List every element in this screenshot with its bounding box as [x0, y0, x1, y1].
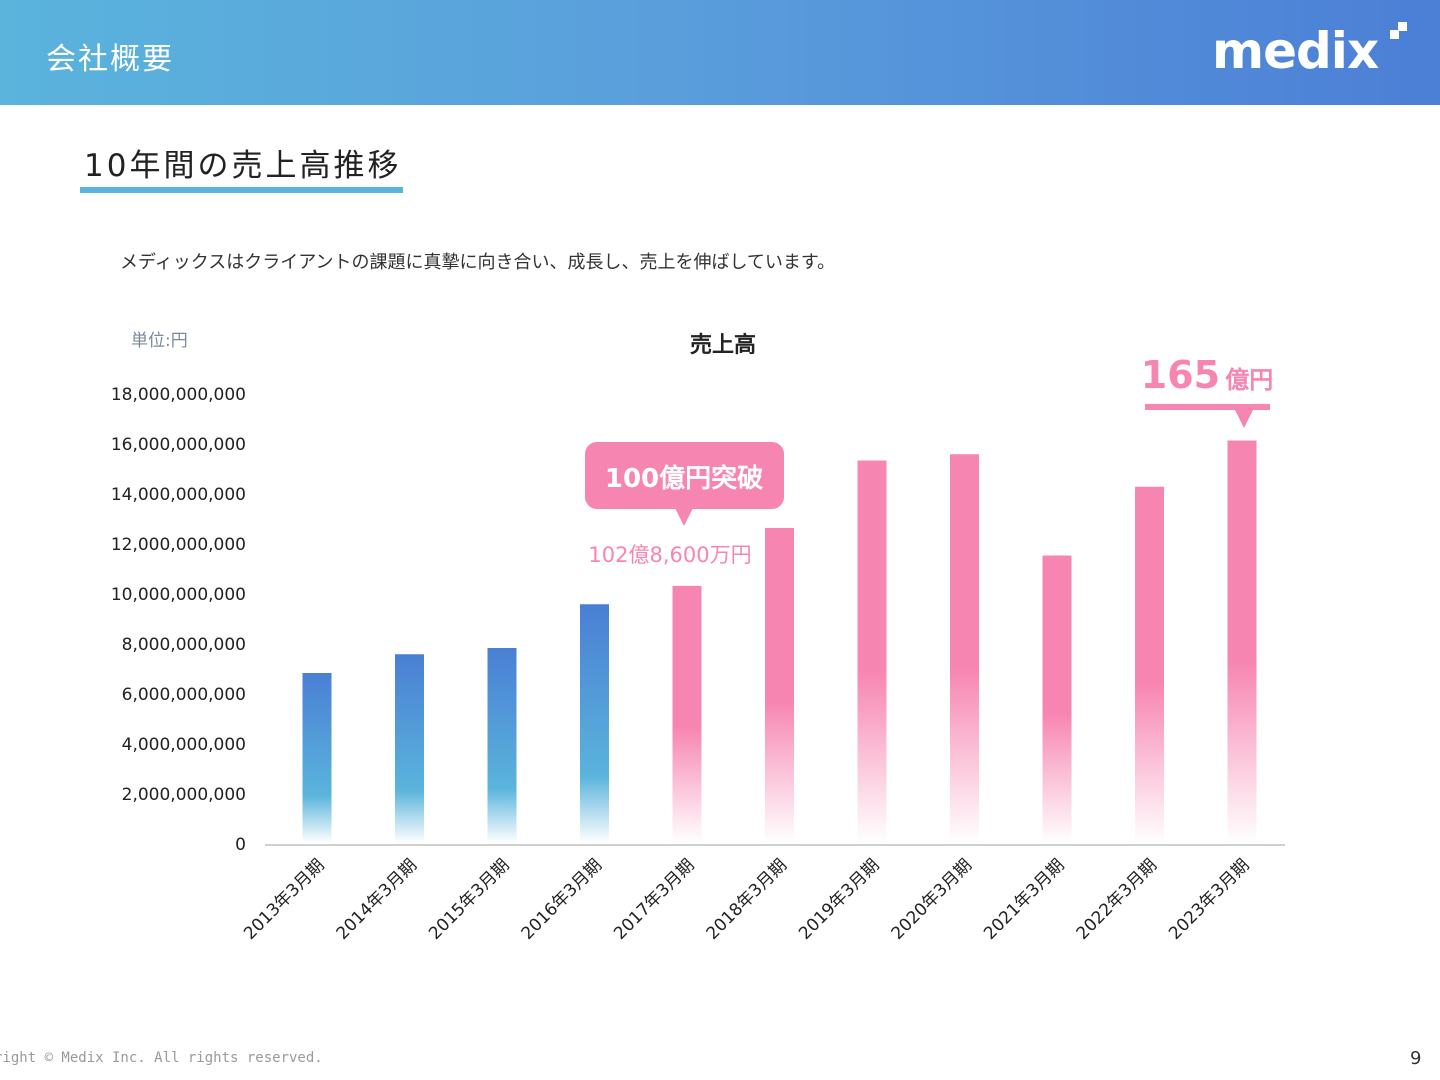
medix-logo: medix: [1212, 22, 1412, 82]
y-tick-label: 16,000,000,000: [111, 435, 246, 455]
x-tick-label: 2016年3月期: [518, 855, 606, 943]
x-tick-label: 2014年3月期: [333, 855, 421, 943]
logo-text: medix: [1212, 22, 1379, 80]
chart-title: 売上高: [690, 332, 756, 358]
bar: [1042, 555, 1072, 843]
x-tick-label: 2022年3月期: [1073, 855, 1161, 943]
page-number: 9: [1410, 1048, 1422, 1069]
section-title: 10年間の売上高推移: [84, 148, 402, 184]
x-tick-label: 2021年3月期: [980, 855, 1068, 943]
bar: [950, 454, 979, 843]
bar: [1135, 486, 1164, 843]
y-tick-label: 12,000,000,000: [111, 535, 246, 555]
callout-bubble: 100億円突破: [585, 442, 784, 526]
y-tick-label: 4,000,000,000: [122, 735, 246, 755]
header-bar: 会社概要 medix: [0, 0, 1440, 105]
lead-text: メディックスはクライアントの課題に真摯に向き合い、成長し、売上を伸ばしています。: [120, 252, 836, 273]
peak-marker: 165 億円: [1141, 353, 1273, 428]
bar: [487, 648, 517, 843]
y-tick-label: 2,000,000,000: [122, 785, 246, 805]
x-tick-label: 2015年3月期: [425, 855, 513, 943]
section-underline: [80, 187, 403, 193]
peak-unit: 億円: [1225, 366, 1273, 394]
callout-label: 100億円突破: [605, 463, 763, 494]
y-tick-label: 0: [235, 835, 246, 855]
header-title: 会社概要: [46, 42, 174, 77]
unit-label: 単位:円: [131, 331, 188, 351]
bar: [857, 460, 887, 843]
bar: [765, 528, 794, 843]
bar: [395, 654, 424, 843]
bar: [580, 604, 609, 843]
bar: [302, 673, 332, 843]
bar: [672, 585, 702, 843]
x-tick-label: 2017年3月期: [610, 855, 698, 943]
y-tick-label: 10,000,000,000: [111, 585, 246, 605]
y-tick-label: 6,000,000,000: [122, 685, 246, 705]
callout-value: 102億8,600万円: [588, 543, 751, 567]
peak-number: 165: [1141, 353, 1220, 397]
bar: [1227, 440, 1257, 843]
y-tick-label: 18,000,000,000: [111, 385, 246, 405]
x-tick-label: 2019年3月期: [795, 855, 883, 943]
y-tick-label: 14,000,000,000: [111, 485, 246, 505]
x-tick-label: 2018年3月期: [703, 855, 791, 943]
x-tick-label: 2023年3月期: [1165, 855, 1253, 943]
svg-text:165 億円: 165 億円: [1141, 353, 1273, 397]
x-tick-label: 2013年3月期: [240, 855, 328, 943]
copyright-text: right © Medix Inc. All rights reserved.: [0, 1050, 323, 1066]
x-tick-label: 2020年3月期: [888, 855, 976, 943]
y-tick-label: 8,000,000,000: [122, 635, 246, 655]
